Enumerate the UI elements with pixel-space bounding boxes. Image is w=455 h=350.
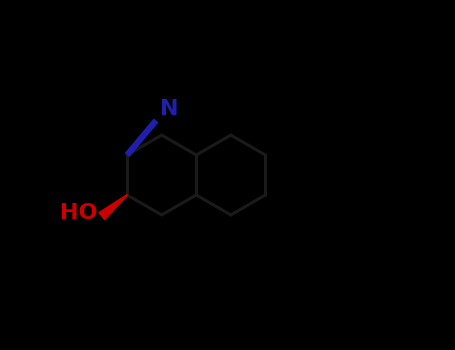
Text: HO: HO <box>60 203 98 223</box>
Text: N: N <box>160 99 179 119</box>
Polygon shape <box>99 195 127 220</box>
